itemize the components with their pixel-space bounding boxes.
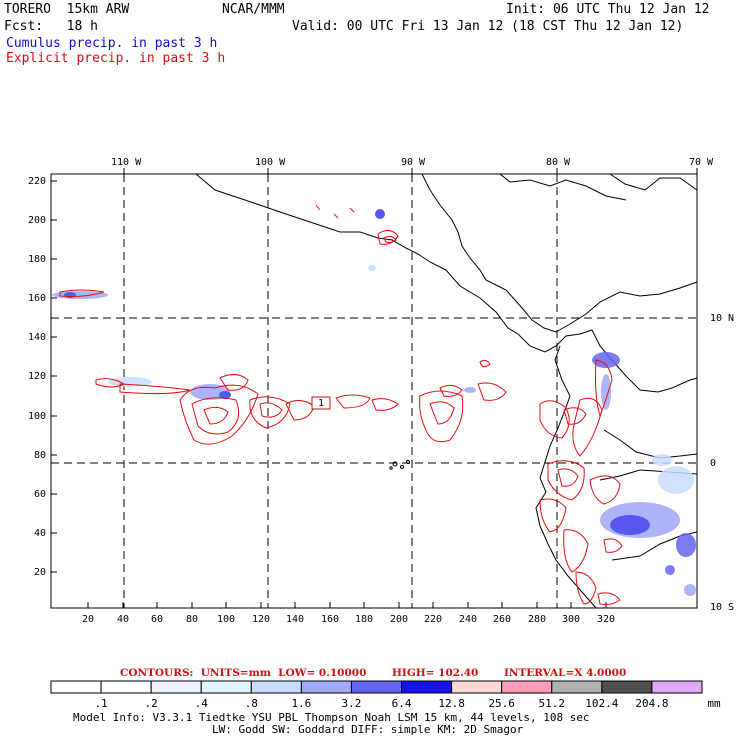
color-bar-swatch — [552, 681, 602, 693]
color-bar-swatch — [402, 681, 452, 693]
color-bar-label: 12.8 — [438, 697, 465, 710]
color-bar-label: .4 — [195, 697, 208, 710]
color-bar-label: 102.4 — [585, 697, 618, 710]
color-bar-swatch — [351, 681, 401, 693]
color-bar-swatch — [251, 681, 301, 693]
color-bar-swatch — [51, 681, 101, 693]
color-bar-unit: mm — [707, 697, 720, 710]
color-bar-label: .2 — [145, 697, 158, 710]
color-bar-swatch — [652, 681, 702, 693]
color-bar-label: 3.2 — [342, 697, 362, 710]
color-bar-swatch — [201, 681, 251, 693]
color-bar-swatch — [502, 681, 552, 693]
color-bar-swatch — [101, 681, 151, 693]
color-bar-swatch — [301, 681, 351, 693]
color-bar-label: 51.2 — [539, 697, 566, 710]
color-bar-label: 204.8 — [635, 697, 668, 710]
color-bar-label: 6.4 — [392, 697, 412, 710]
color-bar-swatch — [151, 681, 201, 693]
color-bar-swatch — [452, 681, 502, 693]
color-bar — [0, 0, 740, 740]
color-bar-label: 25.6 — [488, 697, 515, 710]
color-bar-swatch — [602, 681, 652, 693]
color-bar-label: 1.6 — [291, 697, 311, 710]
model-info-line2: LW: Godd SW: Goddard DIFF: simple KM: 2D… — [212, 724, 523, 736]
color-bar-label: .8 — [245, 697, 258, 710]
color-bar-label: .1 — [94, 697, 107, 710]
